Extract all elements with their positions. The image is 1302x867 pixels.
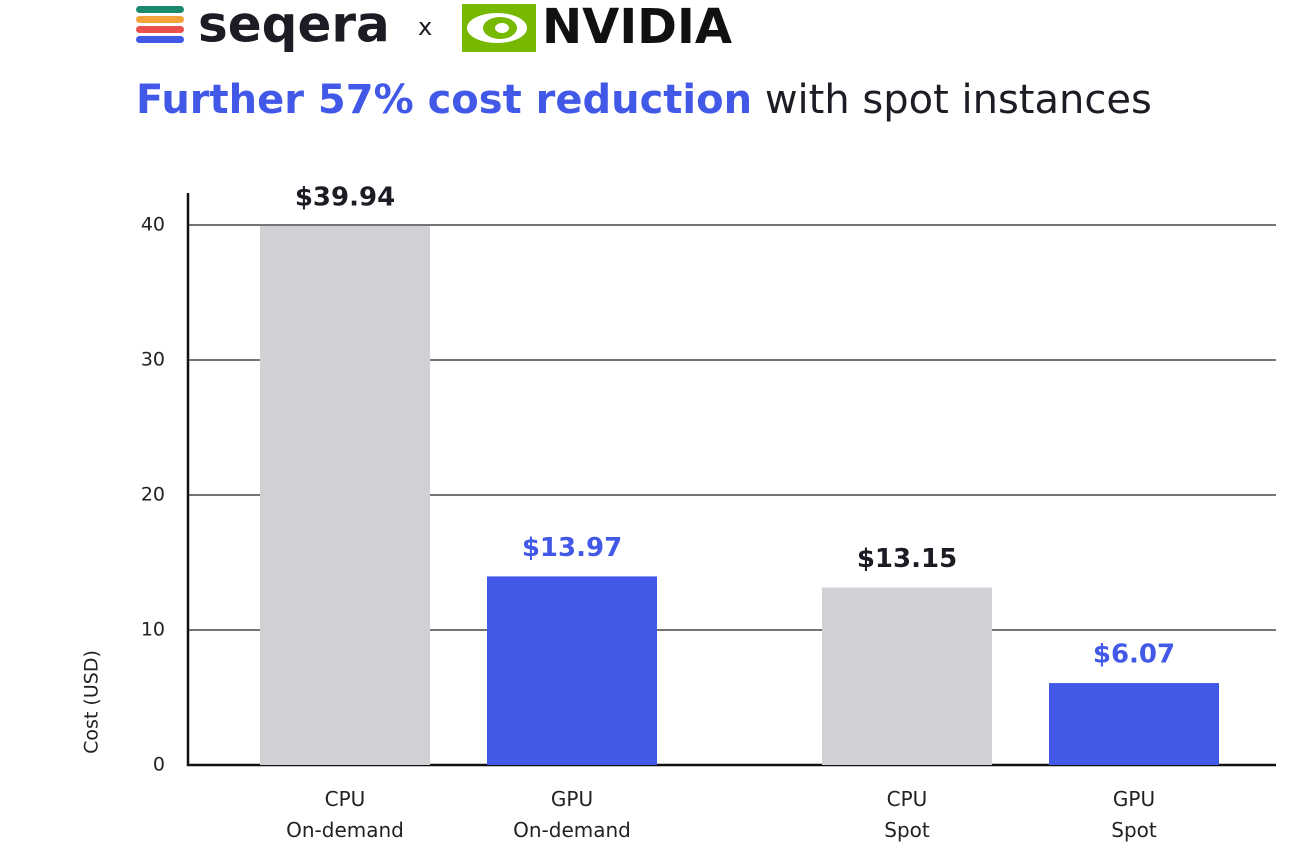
- x-tick-label: GPU On-demand: [513, 787, 631, 842]
- bar: [1049, 683, 1219, 765]
- y-tick-label: 10: [141, 619, 165, 641]
- title-highlight: Further 57% cost reduction: [136, 77, 752, 123]
- logo-seqera: seqera: [198, 0, 390, 54]
- y-tick-label: 20: [141, 484, 165, 506]
- x-tick-line: CPU: [887, 787, 928, 811]
- y-tick-label: 40: [141, 214, 165, 236]
- x-tick-line: On-demand: [286, 818, 404, 842]
- value-label: $13.97: [522, 533, 622, 563]
- bar: [822, 587, 992, 765]
- value-label: $13.15: [857, 544, 957, 574]
- x-tick-line: Spot: [1111, 818, 1157, 842]
- bar: [260, 225, 430, 765]
- y-tick-label: 0: [153, 754, 165, 776]
- value-label: $6.07: [1093, 640, 1175, 670]
- x-tick-line: On-demand: [513, 818, 631, 842]
- seqera-icon: [136, 6, 184, 43]
- x-tick-label: GPU Spot: [1111, 787, 1157, 842]
- x-tick-label: CPU Spot: [884, 787, 930, 842]
- logo-nvidia: NVIDIA: [542, 0, 732, 55]
- chart-title: Further 57% cost reduction with spot ins…: [136, 77, 1152, 123]
- value-label: $39.94: [295, 182, 395, 212]
- nvidia-icon: [462, 4, 536, 52]
- y-tick-label: 30: [141, 349, 165, 371]
- x-tick-label: CPU On-demand: [286, 787, 404, 842]
- x-tick-line: Spot: [884, 818, 930, 842]
- title-rest: with spot instances: [765, 77, 1152, 123]
- x-tick-line: GPU: [1113, 787, 1155, 811]
- logo-separator: x: [418, 13, 432, 41]
- x-tick-line: CPU: [325, 787, 366, 811]
- x-tick-line: GPU: [551, 787, 593, 811]
- bar: [487, 576, 657, 765]
- y-axis-label: Cost (USD): [81, 650, 103, 754]
